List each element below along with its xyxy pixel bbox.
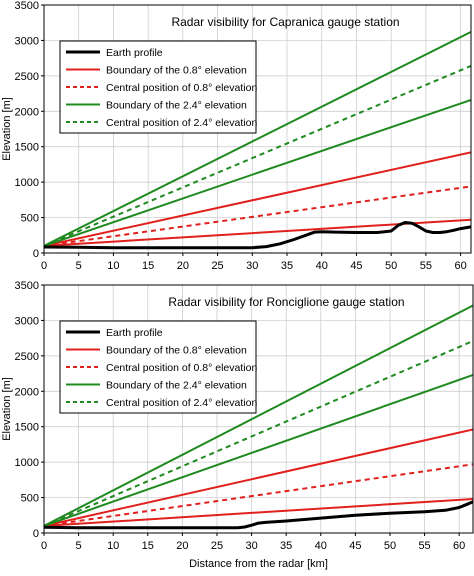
x-tick-label: 5 [76, 260, 82, 272]
series-line-5 [44, 340, 473, 527]
y-axis-label: Elevation [m] [1, 377, 13, 441]
y-tick-label: 1000 [15, 177, 39, 189]
chart-ronciglione: 0 5 10 15 20 25 30 35 40 45 50 55 60 0 500 1000 1500 2000… [1, 280, 474, 570]
y-tick-label: 2000 [15, 386, 39, 398]
y-tick-label: 1500 [15, 142, 39, 154]
legend-label-2: Central position of 0.8° elevation [106, 362, 257, 374]
y-tick-label: 500 [21, 493, 39, 505]
y-tick-label: 2000 [15, 106, 39, 118]
legend-box [59, 320, 257, 414]
legend-label-1: Boundary of the 0.8° elevation [106, 345, 247, 357]
x-tick-label: 30 [245, 540, 257, 552]
legend-label-2: Central position of 0.8° elevation [106, 82, 257, 94]
x-tick-label: 40 [315, 540, 327, 552]
chart-capranica: 0 5 10 15 20 25 30 35 40 45 50 55 60 0 500 1000 1500 2000… [1, 0, 472, 272]
x-tick-label: 60 [454, 260, 466, 272]
x-tick-label: 40 [316, 260, 328, 272]
series-line-0 [44, 221, 471, 250]
x-tick-label: 15 [142, 260, 154, 272]
y-tick-label: 1500 [15, 422, 39, 434]
x-tick-label: 45 [350, 260, 362, 272]
legend-label-3: Boundary of the 2.4° elevation [106, 380, 247, 392]
chart-title: Radar visibility for Capranica gauge sta… [171, 15, 399, 29]
x-tick-label: 10 [107, 540, 119, 552]
x-tick-label: 35 [280, 540, 292, 552]
x-tick-label: 10 [107, 260, 119, 272]
x-tick-label: 30 [246, 260, 258, 272]
series-line-1 [44, 498, 473, 527]
plot-border [43, 284, 474, 534]
x-tick-label: 60 [453, 540, 465, 552]
x-tick-label: 50 [384, 540, 396, 552]
legend-label-0: Earth profile [106, 327, 163, 339]
legend-box [59, 40, 257, 134]
y-tick-label: 3000 [15, 35, 39, 47]
series-line-6 [44, 31, 471, 247]
y-tick-label: 3000 [15, 315, 39, 327]
x-axis-label: Distance from the radar [km] [189, 558, 328, 570]
series-line-6 [44, 304, 473, 527]
series-line-4 [44, 98, 471, 247]
y-tick-label: 3500 [15, 280, 39, 292]
y-tick-label: 0 [33, 248, 39, 260]
x-tick-label: 15 [142, 540, 154, 552]
x-tick-label: 35 [281, 260, 293, 272]
x-tick-label: 55 [418, 540, 430, 552]
x-tick-label: 50 [385, 260, 397, 272]
series-line-3 [44, 428, 473, 527]
chart-title: Radar visibility for Ronciglione gauge s… [168, 295, 404, 309]
x-tick-label: 20 [176, 540, 188, 552]
legend-label-0: Earth profile [106, 47, 163, 59]
x-tick-label: 45 [349, 540, 361, 552]
legend-label-4: Central position of 2.4° elevation [106, 117, 257, 129]
series-line-2 [44, 463, 473, 527]
legend-label-3: Boundary of the 2.4° elevation [106, 100, 247, 112]
y-tick-label: 3500 [15, 0, 39, 12]
x-tick-label: 25 [211, 260, 223, 272]
series-line-4 [44, 374, 473, 527]
x-tick-label: 25 [211, 540, 223, 552]
x-tick-label: 0 [41, 260, 47, 272]
y-tick-label: 500 [21, 213, 39, 225]
y-tick-label: 1000 [15, 457, 39, 469]
y-tick-label: 2500 [15, 71, 39, 83]
plot-border [43, 4, 472, 254]
x-tick-label: 5 [76, 540, 82, 552]
series-line-3 [44, 151, 471, 247]
legend-label-4: Central position of 2.4° elevation [106, 397, 257, 409]
legend-label-1: Boundary of the 0.8° elevation [106, 65, 247, 77]
y-tick-label: 2500 [15, 351, 39, 363]
series-line-0 [44, 500, 473, 530]
y-tick-label: 0 [33, 528, 39, 540]
x-tick-label: 20 [177, 260, 189, 272]
x-tick-label: 55 [420, 260, 432, 272]
y-axis-label: Elevation [m] [1, 97, 13, 161]
x-tick-label: 0 [41, 540, 47, 552]
